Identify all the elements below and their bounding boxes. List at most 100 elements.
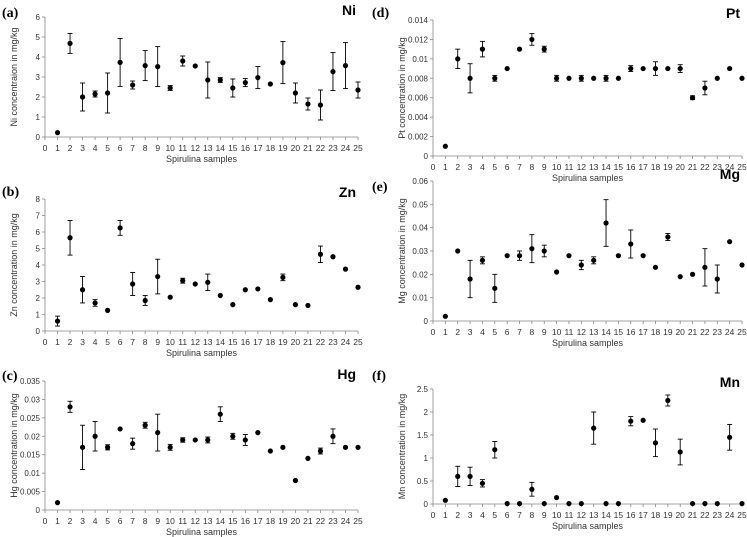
chart-ni-data-point xyxy=(105,90,111,96)
chart-mn-data-point xyxy=(615,500,622,507)
chart-zn-x-tick-label: 25 xyxy=(353,337,363,347)
chart-mg-x-tick-label: 17 xyxy=(638,327,648,337)
chart-zn-data-point xyxy=(117,225,123,231)
chart-pt-y-tick-label: 0.012 xyxy=(408,35,429,44)
chart-ni-data-point xyxy=(267,81,273,87)
chart-ni-x-tick-label: 11 xyxy=(178,143,187,153)
chart-mg-data-point xyxy=(652,264,659,270)
chart-ni-x-tick-label: 6 xyxy=(118,143,123,153)
chart-hg-x-tick-label: 9 xyxy=(155,516,160,526)
chart-ni-x-tick-label: 13 xyxy=(203,143,213,153)
chart-ni-x-tick-label: 4 xyxy=(93,143,98,153)
chart-ni-x-tick-label: 23 xyxy=(328,143,338,153)
chart-mg-data-point xyxy=(541,248,547,254)
chart-pt-data-point xyxy=(554,75,560,81)
chart-ni-data-point xyxy=(79,94,86,100)
chart-mg-x-tick-label: 3 xyxy=(468,327,473,337)
chart-pt-y-tick-label: 0.002 xyxy=(408,133,429,142)
chart-hg-panel-label: (c) xyxy=(2,369,18,384)
chart-pt-data-point xyxy=(566,75,572,81)
chart-pt-data-point xyxy=(739,75,745,81)
chart-mn-x-tick-label: 18 xyxy=(651,510,661,520)
chart-ni-y-axis-title: Ni concentraion in mg/kg xyxy=(9,27,19,126)
chart-hg-x-tick-label: 16 xyxy=(241,516,251,526)
chart-mg-data-point xyxy=(467,276,473,282)
chart-hg-x-tick-label: 1 xyxy=(55,516,60,526)
chart-mn-data-point xyxy=(640,417,646,423)
chart-zn-y-tick-label: 4 xyxy=(36,261,41,270)
chart-ni-x-tick-label: 16 xyxy=(241,143,251,153)
chart-ni-data-point xyxy=(67,40,73,47)
chart-zn-y-tick-label: 6 xyxy=(36,228,41,237)
chart-pt-data-point xyxy=(727,65,733,72)
chart-zn-data-point xyxy=(105,307,111,313)
chart-mg-y-tick-label: 0.04 xyxy=(412,224,428,233)
chart-pt-x-tick-label: 4 xyxy=(480,162,485,172)
chart-mg-data-point xyxy=(702,264,708,270)
chart-hg-data-point xyxy=(292,477,298,484)
chart-pt-data-point xyxy=(702,85,708,91)
chart-mg-x-tick-label: 13 xyxy=(589,327,599,337)
chart-hg-data-point xyxy=(330,433,336,439)
chart-mn-x-tick-label: 22 xyxy=(700,510,710,520)
chart-zn-data-point xyxy=(54,318,61,324)
chart-ni-y-tick-label: 1 xyxy=(36,113,41,122)
chart-pt-x-tick-label: 20 xyxy=(675,162,685,172)
chart-mg-data-point xyxy=(628,241,634,247)
chart-hg-x-tick-label: 11 xyxy=(178,516,187,526)
chart-hg-data-point xyxy=(54,500,61,506)
chart-mn-y-tick-label: 2.5 xyxy=(417,385,429,394)
chart-pt-y-tick-label: 0.008 xyxy=(408,74,429,83)
chart-zn-data-point xyxy=(255,286,261,292)
chart-mn-data-point xyxy=(504,500,510,507)
chart-hg-y-tick-label: 0.03 xyxy=(24,395,40,404)
chart-mg-data-point xyxy=(665,234,671,240)
chart-ni-y-tick-label: 4 xyxy=(36,53,41,62)
chart-hg-x-tick-label: 24 xyxy=(341,516,351,526)
chart-mn-data-point xyxy=(455,473,461,479)
chart-mn-y-tick-label: 1.5 xyxy=(417,431,429,440)
chart-ni-data-point xyxy=(205,77,211,83)
chart-ni-x-tick-label: 1 xyxy=(55,143,60,153)
chart-pt-x-tick-label: 10 xyxy=(552,162,562,172)
chart-hg-data-point xyxy=(305,455,311,461)
chart-zn-x-tick-label: 3 xyxy=(80,337,85,347)
chart-ni-data-point xyxy=(242,80,248,86)
chart-hg-x-tick-label: 21 xyxy=(303,516,313,526)
chart-hg-data-point xyxy=(267,448,273,454)
chart-zn-data-point xyxy=(155,273,161,280)
chart-mg-data-point xyxy=(615,253,622,259)
chart-pt-y-tick-label: 0.004 xyxy=(408,113,429,122)
chart-zn-x-tick-label: 21 xyxy=(303,337,313,347)
chart-mg-data-point xyxy=(591,257,597,263)
chart-mg-x-tick-label: 8 xyxy=(530,327,535,337)
chart-hg-x-tick-label: 7 xyxy=(130,516,135,526)
chart-pt-data-point xyxy=(591,75,597,81)
chart-ni-x-tick-label: 15 xyxy=(228,143,238,153)
chart-zn-x-tick-label: 5 xyxy=(105,337,110,347)
chart-zn-y-tick-label: 0 xyxy=(36,327,41,336)
chart-zn-x-tick-label: 2 xyxy=(68,337,73,347)
chart-mn-data-point xyxy=(702,500,708,507)
chart-zn-data-point xyxy=(67,235,73,241)
chart-mn-y-tick-label: 0.5 xyxy=(417,477,429,486)
chart-mn: 00.511.522.50 1 2 3 4 5 6 7 8 9 10 11 12 13 14 15 16 17 18… xyxy=(372,369,747,531)
chart-zn-x-axis-title: Spirulina samples xyxy=(166,348,238,358)
chart-ni-x-tick-label: 21 xyxy=(303,143,313,153)
chart-zn-x-tick-label: 16 xyxy=(241,337,251,347)
chart-zn-y-tick-label: 1 xyxy=(36,311,41,320)
chart-zn-data-point xyxy=(92,300,98,306)
chart-zn-data-point xyxy=(267,297,273,303)
chart-pt-x-tick-label: 16 xyxy=(626,162,636,172)
chart-ni-x-tick-label: 19 xyxy=(278,143,288,153)
chart-pt-element-title: Pt xyxy=(726,5,740,21)
chart-mg-panel-label: (e) xyxy=(372,180,388,195)
chart-mg-x-tick-label: 20 xyxy=(675,327,685,337)
chart-mn-x-tick-label: 19 xyxy=(663,510,673,520)
chart-zn-x-tick-label: 17 xyxy=(253,337,263,347)
chart-mg-data-point xyxy=(714,276,720,282)
chart-mg-x-tick-label: 7 xyxy=(517,327,522,337)
chart-mn-data-point xyxy=(714,500,720,507)
chart-hg-x-tick-label: 20 xyxy=(291,516,301,526)
chart-mg-data-point xyxy=(554,269,560,275)
